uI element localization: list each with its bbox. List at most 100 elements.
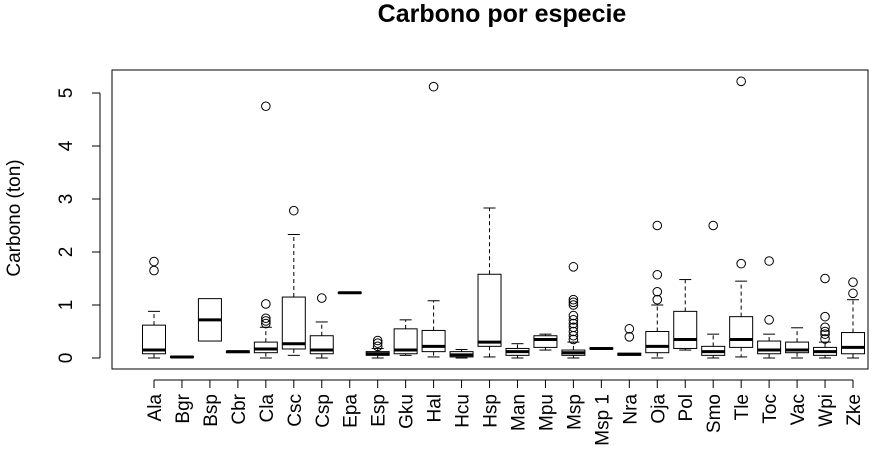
x-tick-label: Nra: [620, 394, 641, 425]
x-tick-label: Pol: [676, 394, 697, 421]
outlier-point: [568, 310, 579, 321]
box-ala: [142, 256, 166, 359]
y-tick-label: 1: [56, 300, 77, 311]
box-iqr: [393, 328, 418, 355]
y-axis: 0 1 2 3 4 5: [56, 88, 101, 364]
outlier-point: [261, 313, 271, 324]
x-tick-label: Zke: [844, 394, 865, 426]
box-iqr: [757, 340, 782, 355]
x-tick-label: Csp: [313, 394, 334, 428]
box-iqr: [281, 296, 306, 350]
y-tick-label: 2: [56, 247, 77, 258]
box-toc: [757, 256, 782, 359]
x-tick-label: Vac: [788, 394, 809, 425]
box-cbr: [225, 350, 250, 354]
box-gku: [393, 319, 418, 356]
outlier-point: [568, 297, 579, 308]
box-bsp: [197, 298, 222, 342]
x-tick-label: Csc: [285, 394, 306, 427]
box-iqr: [421, 329, 446, 353]
outlier-point: [848, 277, 858, 288]
box-msp-1: [589, 346, 614, 350]
outlier-point: [316, 293, 327, 303]
x-tick-label: Cbr: [229, 393, 250, 424]
box-mpu: [533, 333, 558, 351]
box-msp: [561, 262, 586, 359]
outlier-point: [848, 288, 858, 299]
outlier-point: [372, 338, 383, 348]
outlier-point: [568, 322, 579, 333]
outlier-point: [568, 315, 579, 325]
box-man: [505, 343, 530, 359]
x-tick-label: Epa: [341, 394, 362, 428]
box-csp: [309, 293, 334, 359]
outlier-point: [372, 341, 383, 352]
outlier-point: [624, 324, 635, 334]
outlier-point: [261, 101, 271, 112]
box-nra: [617, 324, 642, 356]
outlier-point: [820, 311, 830, 322]
box-epa: [337, 291, 362, 295]
x-tick-label: Man: [508, 394, 529, 431]
outlier-point: [820, 322, 830, 333]
box-iqr: [477, 273, 502, 347]
box-tle: [729, 76, 754, 358]
outlier-point: [624, 332, 635, 342]
outlier-point: [568, 294, 579, 305]
outlier-point: [568, 334, 579, 345]
x-tick-label: Tle: [732, 394, 753, 420]
box-iqr: [533, 335, 558, 348]
box-hcu: [449, 349, 474, 359]
outlier-point: [736, 76, 746, 87]
outlier-point: [261, 318, 271, 329]
outlier-point: [764, 315, 774, 325]
x-tick-label: Esp: [369, 394, 390, 427]
plot-frame: [111, 69, 869, 370]
x-tick-label: Msp: [564, 394, 585, 430]
outlier-point: [708, 220, 719, 231]
y-axis-label: Carbono (ton): [4, 159, 25, 276]
box-oja: [645, 220, 670, 359]
y-tick-label: 4: [56, 140, 77, 151]
x-tick-label: Mpu: [536, 394, 557, 431]
outlier-point: [568, 326, 579, 337]
box-iqr: [253, 341, 278, 354]
outlier-point: [261, 299, 271, 309]
outlier-point: [372, 335, 383, 346]
outlier-point: [568, 300, 579, 310]
outlier-point: [652, 269, 663, 280]
box-bgr: [169, 355, 194, 359]
outlier-point: [289, 205, 299, 216]
outlier-point: [428, 81, 439, 92]
box-iqr: [673, 310, 698, 349]
outlier-point: [820, 326, 830, 337]
box-esp: [365, 335, 390, 359]
outlier-point: [261, 316, 271, 326]
box-cla: [253, 101, 278, 359]
boxes-group: [142, 76, 865, 359]
outlier-point: [736, 258, 746, 269]
outlier-point: [820, 273, 830, 284]
outlier-point: [764, 256, 774, 266]
box-iqr: [785, 341, 810, 354]
x-tick-label: Hcu: [453, 394, 474, 428]
outlier-point: [652, 286, 663, 297]
box-iqr: [841, 332, 865, 355]
box-smo: [701, 220, 726, 359]
outlier-point: [652, 220, 663, 231]
x-tick-label: Toc: [760, 394, 781, 424]
box-iqr: [645, 331, 670, 354]
x-tick-label: Cla: [257, 394, 278, 423]
outlier-point: [568, 262, 579, 272]
y-tick-label: 0: [56, 353, 77, 364]
box-iqr: [729, 316, 754, 348]
outlier-point: [820, 329, 830, 339]
x-tick-label: Hsp: [481, 394, 502, 428]
outlier-point: [652, 294, 663, 305]
x-tick-label: Oja: [648, 394, 669, 424]
chart-title: Carbono por especie: [378, 0, 627, 28]
x-tick-label: Wpi: [816, 394, 837, 427]
x-tick-label: Smo: [704, 394, 725, 433]
x-tick-label: Bsp: [201, 394, 222, 427]
